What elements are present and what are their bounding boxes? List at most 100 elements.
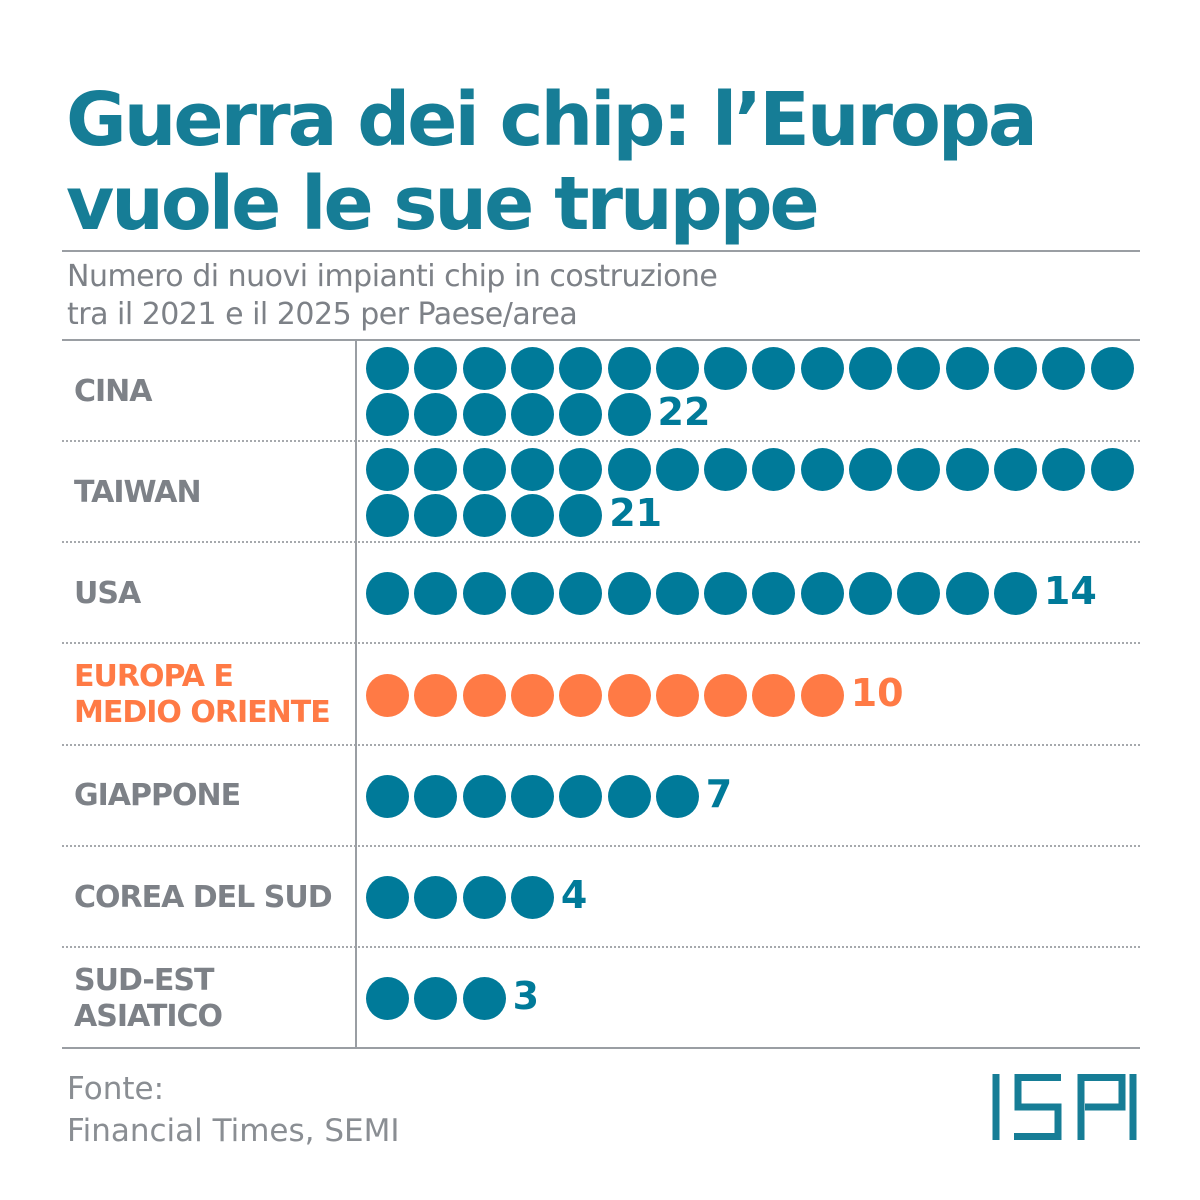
data-dot xyxy=(897,448,941,492)
data-dot xyxy=(559,673,603,717)
data-dot xyxy=(1042,448,1086,492)
data-dot xyxy=(366,673,409,717)
ispi-logo xyxy=(992,1074,1137,1140)
data-dot xyxy=(462,673,506,717)
source-text: Financial Times, SEMI xyxy=(67,1113,400,1149)
category-label: COREA DEL SUD xyxy=(74,847,354,948)
category-label-line: MEDIO ORIENTE xyxy=(74,695,331,731)
data-dot xyxy=(607,673,651,717)
data-dot xyxy=(704,448,748,492)
value-label: 3 xyxy=(512,974,540,1019)
data-dot xyxy=(607,347,651,390)
category-label-line: GIAPPONE xyxy=(74,778,241,814)
data-dot xyxy=(1090,347,1134,390)
chart-title: Guerra dei chip: l’Europa vuole le sue t… xyxy=(66,77,1038,247)
data-dot xyxy=(945,572,989,616)
row-separator xyxy=(62,440,1140,442)
data-dot xyxy=(559,494,603,538)
data-dot xyxy=(366,448,409,492)
data-dot xyxy=(704,347,748,390)
category-label-line: SUD-EST xyxy=(74,962,214,998)
divider xyxy=(62,250,1140,252)
category-label-line: TAIWAN xyxy=(74,474,202,510)
data-dot xyxy=(462,347,506,390)
data-dot xyxy=(559,347,603,390)
value-label: 21 xyxy=(609,491,663,536)
chart-subtitle: Numero di nuovi impianti chip in costruz… xyxy=(67,258,718,334)
data-dot xyxy=(945,347,989,390)
value-label: 7 xyxy=(705,771,733,816)
category-label: USA xyxy=(74,543,354,644)
data-dot xyxy=(1090,448,1134,492)
data-dot xyxy=(607,448,651,492)
data-dot xyxy=(366,494,409,538)
data-dot xyxy=(510,876,554,919)
chart-row: EUROPA E MEDIO ORIENTE 10 xyxy=(62,645,1140,746)
data-dot xyxy=(510,347,554,390)
data-dot xyxy=(800,673,844,717)
data-dot xyxy=(510,673,554,717)
chart-row: GIAPPONE 7 xyxy=(62,746,1140,847)
category-label-line: USA xyxy=(74,575,141,611)
data-dot xyxy=(366,876,409,919)
data-dot xyxy=(993,572,1037,616)
title-line-2: vuole le sue truppe xyxy=(66,161,820,247)
subtitle-line-2: tra il 2021 e il 2025 per Paese/area xyxy=(67,297,578,332)
row-separator xyxy=(62,642,1140,645)
data-dot xyxy=(849,448,892,492)
data-dot xyxy=(414,393,458,436)
data-dot xyxy=(849,572,892,616)
value-label: 22 xyxy=(657,390,711,434)
data-dot xyxy=(510,572,554,616)
data-dot xyxy=(800,572,844,616)
divider xyxy=(62,1047,1140,1049)
category-label: TAIWAN xyxy=(74,442,354,543)
data-dot xyxy=(462,977,506,1021)
source-label: Fonte: xyxy=(67,1071,165,1107)
data-dot xyxy=(752,347,796,390)
chart-row: COREA DEL SUD 4 xyxy=(62,847,1140,948)
data-dot xyxy=(945,448,989,492)
data-dot xyxy=(655,673,699,717)
data-dot xyxy=(462,774,506,818)
data-dot xyxy=(510,494,554,538)
data-dot xyxy=(510,393,554,436)
data-dot xyxy=(414,494,458,538)
data-dot xyxy=(607,572,651,616)
data-dot xyxy=(655,774,699,818)
value-label: 14 xyxy=(1043,569,1097,614)
data-dot xyxy=(414,774,458,818)
data-dot xyxy=(366,347,409,390)
data-dot xyxy=(366,393,409,436)
data-dot xyxy=(607,774,651,818)
data-dot xyxy=(704,673,748,717)
data-dot xyxy=(510,448,554,492)
data-dot xyxy=(655,572,699,616)
title-line-1: Guerra dei chip: l’Europa xyxy=(66,77,1038,163)
category-label-line: ASIATICO xyxy=(74,998,223,1034)
data-dot xyxy=(849,347,892,390)
category-label-line: EUROPA E xyxy=(74,659,234,695)
row-separator xyxy=(62,541,1140,544)
data-dot xyxy=(510,774,554,818)
data-dot xyxy=(414,572,458,616)
value-label: 10 xyxy=(850,670,904,715)
data-dot xyxy=(897,572,941,616)
data-dot xyxy=(752,673,796,717)
category-label: CINA xyxy=(74,341,354,442)
data-dot xyxy=(655,448,699,492)
data-dot xyxy=(366,977,409,1021)
chart-row: TAIWAN 21 xyxy=(62,442,1140,544)
data-dot xyxy=(800,347,844,390)
data-dot xyxy=(800,448,844,492)
data-dot xyxy=(559,572,603,616)
data-dot xyxy=(414,448,458,492)
category-label-line: CINA xyxy=(74,373,153,409)
data-dot xyxy=(559,774,603,818)
data-dot xyxy=(414,673,458,717)
data-dot xyxy=(462,494,506,538)
chart-row: SUD-EST ASIATICO 3 xyxy=(62,948,1140,1049)
divider xyxy=(62,339,1140,341)
data-dot xyxy=(366,774,409,818)
data-dot xyxy=(897,347,941,390)
